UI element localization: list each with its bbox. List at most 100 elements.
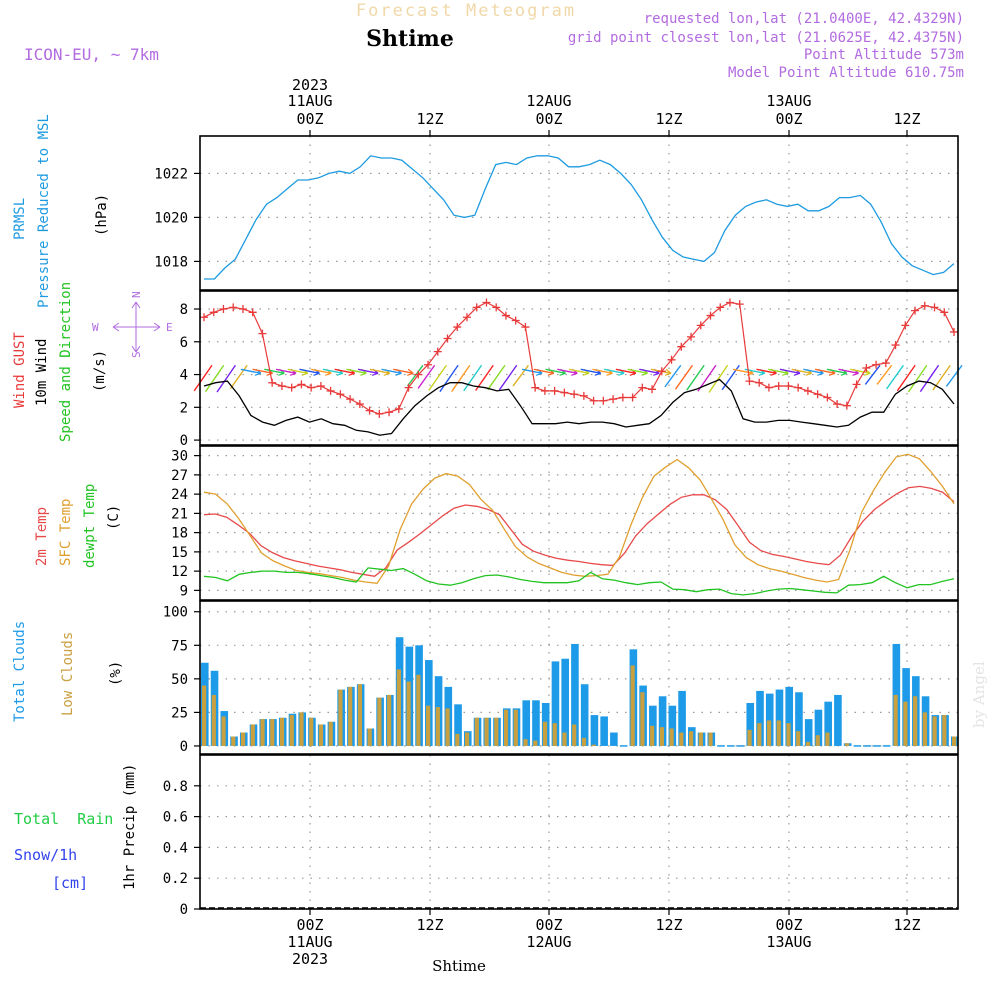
low-cloud-bar bbox=[591, 744, 596, 746]
gust-marker bbox=[229, 303, 238, 312]
wind-barb bbox=[487, 364, 506, 391]
total-cloud-bar bbox=[425, 660, 433, 746]
point-altitude: Point Altitude 573m bbox=[804, 47, 964, 63]
wind-barb-head bbox=[407, 368, 414, 376]
wind-barb bbox=[686, 364, 705, 391]
low-cloud-bar bbox=[240, 732, 246, 746]
y-tick-label: 0.4 bbox=[163, 840, 188, 856]
low-cloud-bar bbox=[552, 723, 557, 746]
axes: 1018102010220246891215182124273002550751… bbox=[154, 130, 959, 918]
dewpt-line bbox=[203, 567, 955, 596]
low-cloud-bar bbox=[396, 669, 401, 746]
low-cloud-bar bbox=[766, 720, 772, 746]
wind-barb bbox=[557, 368, 578, 374]
c-unit: (C) bbox=[106, 505, 122, 530]
pressure-labels: PRMSL Pressure Reduced to MSL (hPa) bbox=[12, 114, 110, 308]
low-cloud-bar bbox=[494, 717, 499, 746]
gust-marker bbox=[657, 367, 666, 376]
wind-barb bbox=[779, 368, 801, 374]
wind-barb bbox=[756, 368, 777, 374]
total-cloud-bar bbox=[580, 684, 589, 746]
low-cloud-bar bbox=[211, 694, 216, 746]
gust-marker bbox=[453, 323, 462, 332]
low-cloud-bar bbox=[903, 701, 908, 746]
wind-barb bbox=[369, 368, 390, 374]
bottom-time-label: 00Z bbox=[775, 916, 802, 934]
gust-label: Wind GUST bbox=[12, 332, 28, 408]
bottom-time-label: 12AUG bbox=[526, 933, 571, 951]
precip-labels: Total Rain Snow/1h [cm] 1hr Precip (mm) bbox=[14, 764, 138, 892]
gust-marker bbox=[618, 393, 627, 402]
gust-marker bbox=[258, 329, 267, 338]
wind-barb bbox=[498, 364, 518, 391]
sfc-temp-label: SFC Temp bbox=[58, 499, 74, 566]
gust-marker bbox=[852, 380, 861, 389]
gust-marker bbox=[540, 386, 549, 395]
wind-barb bbox=[615, 368, 637, 374]
total-cloud-bar bbox=[678, 690, 686, 746]
precip-unit: 1hr Precip (mm) bbox=[122, 764, 138, 890]
low-cloud-bar bbox=[435, 707, 440, 746]
low-cloud-bar bbox=[367, 728, 372, 746]
top-time-label: 12AUG bbox=[526, 92, 571, 110]
wind-barb-head bbox=[664, 368, 672, 376]
gust-marker bbox=[511, 316, 520, 325]
low-cloud-bar bbox=[464, 732, 470, 746]
gust-marker bbox=[648, 385, 657, 394]
low-cloud-bar bbox=[484, 717, 489, 746]
bottom-time-label: 00Z bbox=[296, 916, 323, 934]
gust-marker bbox=[823, 393, 832, 402]
low-cloud-bar bbox=[416, 674, 421, 746]
gust-marker bbox=[375, 409, 384, 418]
gust-marker bbox=[667, 355, 676, 364]
wind-barb bbox=[886, 364, 904, 390]
total-cloud-bar bbox=[571, 643, 579, 746]
low-cloud-bar bbox=[523, 739, 528, 746]
y-tick-label: 100 bbox=[163, 605, 188, 621]
gust-marker bbox=[307, 383, 316, 392]
compass-icon: N W E S bbox=[92, 291, 173, 358]
ms-unit: (m/s) bbox=[92, 350, 108, 392]
y-tick-label: 9 bbox=[180, 583, 188, 599]
gust-marker bbox=[472, 303, 481, 312]
wind-barb bbox=[322, 368, 344, 374]
total-cloud-bar bbox=[814, 709, 823, 746]
gust-marker bbox=[774, 382, 783, 391]
model-name: ICON-EU, ~ 7km bbox=[24, 45, 159, 64]
total-cloud-bar bbox=[785, 686, 794, 746]
panel-frame bbox=[199, 754, 959, 910]
wind-barb bbox=[674, 364, 694, 390]
total-cloud-bar bbox=[834, 694, 842, 746]
watermark: by Angel bbox=[970, 661, 988, 728]
low-cloud-bar bbox=[318, 724, 324, 746]
wind-barb bbox=[275, 368, 297, 374]
gust-marker bbox=[560, 388, 569, 397]
bottom-time-label: 11AUG bbox=[287, 933, 332, 951]
wind-barb bbox=[768, 368, 789, 374]
wind-barb bbox=[568, 368, 590, 374]
top-time-label: 00Z bbox=[775, 110, 802, 128]
top-time-label: 11AUG bbox=[287, 92, 332, 110]
wind-barb bbox=[229, 364, 248, 389]
low-cloud-bar bbox=[796, 731, 801, 746]
total-cloud-bar bbox=[756, 690, 764, 746]
y-tick-label: 4 bbox=[180, 368, 188, 384]
gust-marker bbox=[424, 360, 433, 369]
wind-barb bbox=[826, 368, 847, 374]
wind-barb bbox=[512, 364, 529, 387]
panel-frame bbox=[199, 600, 959, 755]
wind-barb bbox=[919, 364, 940, 393]
low-cloud-bar bbox=[805, 741, 811, 746]
top-time-label: 00Z bbox=[296, 110, 323, 128]
total-cloud-bar bbox=[561, 658, 569, 746]
panel-frame bbox=[199, 135, 959, 291]
y-tick-label: 30 bbox=[171, 449, 188, 465]
y-tick-label: 1018 bbox=[154, 254, 188, 270]
gust-marker bbox=[842, 401, 851, 410]
gridlines bbox=[200, 136, 958, 910]
gust-marker bbox=[550, 386, 559, 395]
msl-label: Pressure Reduced to MSL bbox=[36, 114, 52, 308]
top-time-label: 13AUG bbox=[766, 92, 811, 110]
low-cloud-bar bbox=[844, 743, 850, 746]
low-cloud-bar bbox=[922, 712, 927, 746]
